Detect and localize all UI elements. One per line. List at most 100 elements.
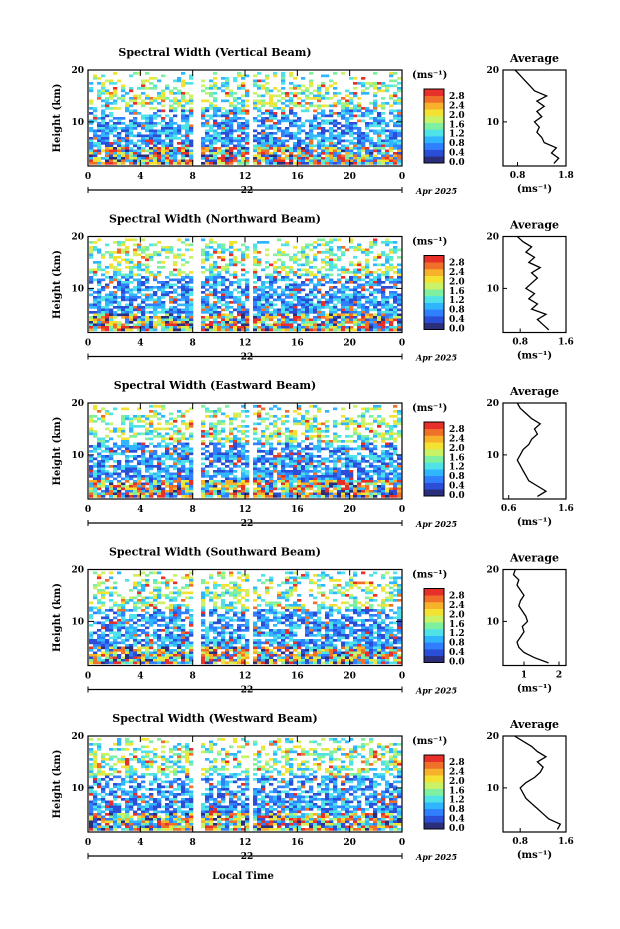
profile-y-tick-label: 10 — [486, 784, 499, 794]
x-tick-label: 8 — [190, 505, 196, 515]
profile-y-tick-label: 20 — [486, 399, 499, 409]
x-tick-label: 12 — [239, 172, 252, 182]
heatmap-cells — [89, 238, 402, 332]
colorbar-swatch — [424, 109, 444, 117]
colorbar-swatch — [424, 322, 444, 330]
profile-x-tick-label: 2 — [556, 671, 562, 681]
colorbar-tick-label: 0.0 — [449, 491, 465, 501]
y-tick-label: 20 — [71, 233, 84, 243]
x-tick-label: 8 — [190, 172, 196, 182]
x-tick-label: 0 — [85, 172, 91, 182]
colorbar-swatch — [424, 129, 444, 137]
colorbar-tick-label: 0.4 — [449, 482, 465, 492]
beam-panel: Spectral Width (Westward Beam) Height (km… — [52, 712, 574, 862]
y-tick-label: 20 — [71, 399, 84, 409]
colorbar-tick-label: 0.0 — [449, 158, 465, 168]
colorbar-swatch — [424, 489, 444, 497]
colorbar-swatch — [424, 642, 444, 650]
y-tick-label: 20 — [71, 66, 84, 76]
colorbar-tick-label: 2.8 — [449, 592, 465, 602]
x-tick-label: 4 — [137, 672, 143, 682]
profile-title: Average — [509, 718, 559, 731]
colorbar-tick-label: 0.0 — [449, 325, 465, 335]
colorbar-swatch — [424, 462, 444, 470]
x-tick-label: 0 — [399, 505, 405, 515]
colorbar-swatch — [424, 615, 444, 623]
colorbar-swatch — [424, 316, 444, 324]
colorbar-tick-label: 2.4 — [449, 101, 465, 111]
colorbar-tick-label: 2.8 — [449, 92, 465, 102]
colorbar-swatch — [424, 788, 444, 796]
colorbar-tick-label: 0.8 — [449, 805, 465, 815]
colorbar-tick-label: 2.0 — [449, 444, 465, 454]
x-tick-label: 8 — [190, 339, 196, 349]
colorbar-tick-label: 0.8 — [449, 306, 465, 316]
colorbar-swatch — [424, 448, 444, 456]
y-tick-label: 10 — [71, 118, 84, 128]
colorbar-tick-label: 0.4 — [449, 149, 465, 159]
colorbar-tick-label: 2.0 — [449, 610, 465, 620]
date-suffix: Apr 2025 — [415, 186, 458, 196]
profile-x-label: (ms⁻¹) — [517, 684, 552, 695]
colorbar-swatch — [424, 268, 444, 276]
profile-line — [514, 69, 560, 164]
x-tick-label: 0 — [399, 172, 405, 182]
beam-panel: Spectral Width (Southward Beam) Height (k… — [52, 546, 567, 696]
colorbar-tick-label: 0.0 — [449, 658, 465, 668]
colorbar-swatch — [424, 136, 444, 144]
profile-x-tick-label: 0.8 — [512, 338, 528, 348]
date-suffix: Apr 2025 — [415, 519, 458, 529]
colorbar-tick-label: 2.8 — [449, 425, 465, 435]
x-tick-label: 4 — [137, 505, 143, 515]
y-tick-label: 10 — [71, 784, 84, 794]
x-tick-label: 12 — [239, 672, 252, 682]
profile-x-tick-label: 0.6 — [501, 504, 517, 514]
date-day: 22 — [241, 186, 254, 196]
colorbar: 2.82.42.01.61.20.80.40.0 — [423, 754, 465, 834]
colorbar-swatch — [424, 289, 444, 297]
x-tick-label: 16 — [291, 838, 304, 848]
x-tick-label: 0 — [399, 339, 405, 349]
y-tick-label: 10 — [71, 451, 84, 461]
y-axis-label: Height (km) — [52, 250, 63, 319]
x-tick-label: 12 — [239, 339, 252, 349]
colorbar-swatch — [424, 595, 444, 603]
colorbar-swatch — [424, 95, 444, 103]
beam-panel: Spectral Width (Northward Beam) Height (k… — [52, 213, 574, 363]
date-day: 22 — [241, 519, 254, 529]
x-tick-label: 16 — [291, 172, 304, 182]
profile-x-tick-label: 1 — [521, 671, 527, 681]
colorbar-swatch — [424, 775, 444, 783]
y-axis-label: Height (km) — [52, 583, 63, 652]
y-axis-label: Height (km) — [52, 417, 63, 486]
colorbar: 2.82.42.01.61.20.80.40.0 — [423, 421, 465, 501]
colorbar-swatch — [424, 428, 444, 436]
heatmap-cells — [89, 405, 402, 498]
colorbar-tick-label: 2.4 — [449, 268, 465, 278]
colorbar-unit: (ms⁻¹) — [412, 237, 447, 248]
colorbar-swatch — [424, 282, 444, 290]
colorbar-swatch — [424, 115, 444, 123]
colorbar-swatch — [424, 102, 444, 110]
colorbar-swatch — [424, 255, 444, 263]
date-day: 22 — [241, 353, 254, 363]
profile-frame — [502, 235, 567, 334]
colorbar-swatch — [424, 761, 444, 769]
profile-x-label: (ms⁻¹) — [517, 850, 552, 861]
colorbar-tick-label: 2.0 — [449, 111, 465, 121]
x-tick-label: 0 — [85, 505, 91, 515]
colorbar-tick-label: 2.0 — [449, 777, 465, 787]
x-tick-label: 12 — [239, 838, 252, 848]
profile-title: Average — [509, 219, 559, 232]
x-tick-label: 0 — [85, 672, 91, 682]
colorbar-swatch — [424, 435, 444, 443]
date-suffix: Apr 2025 — [415, 852, 458, 862]
profile-frame — [502, 69, 567, 167]
x-tick-label: 0 — [399, 838, 405, 848]
colorbar-swatch — [424, 635, 444, 643]
colorbar-swatch — [424, 442, 444, 450]
colorbar-swatch — [424, 309, 444, 317]
colorbar-frame — [423, 588, 445, 663]
panel-title: Spectral Width (Vertical Beam) — [118, 46, 311, 59]
